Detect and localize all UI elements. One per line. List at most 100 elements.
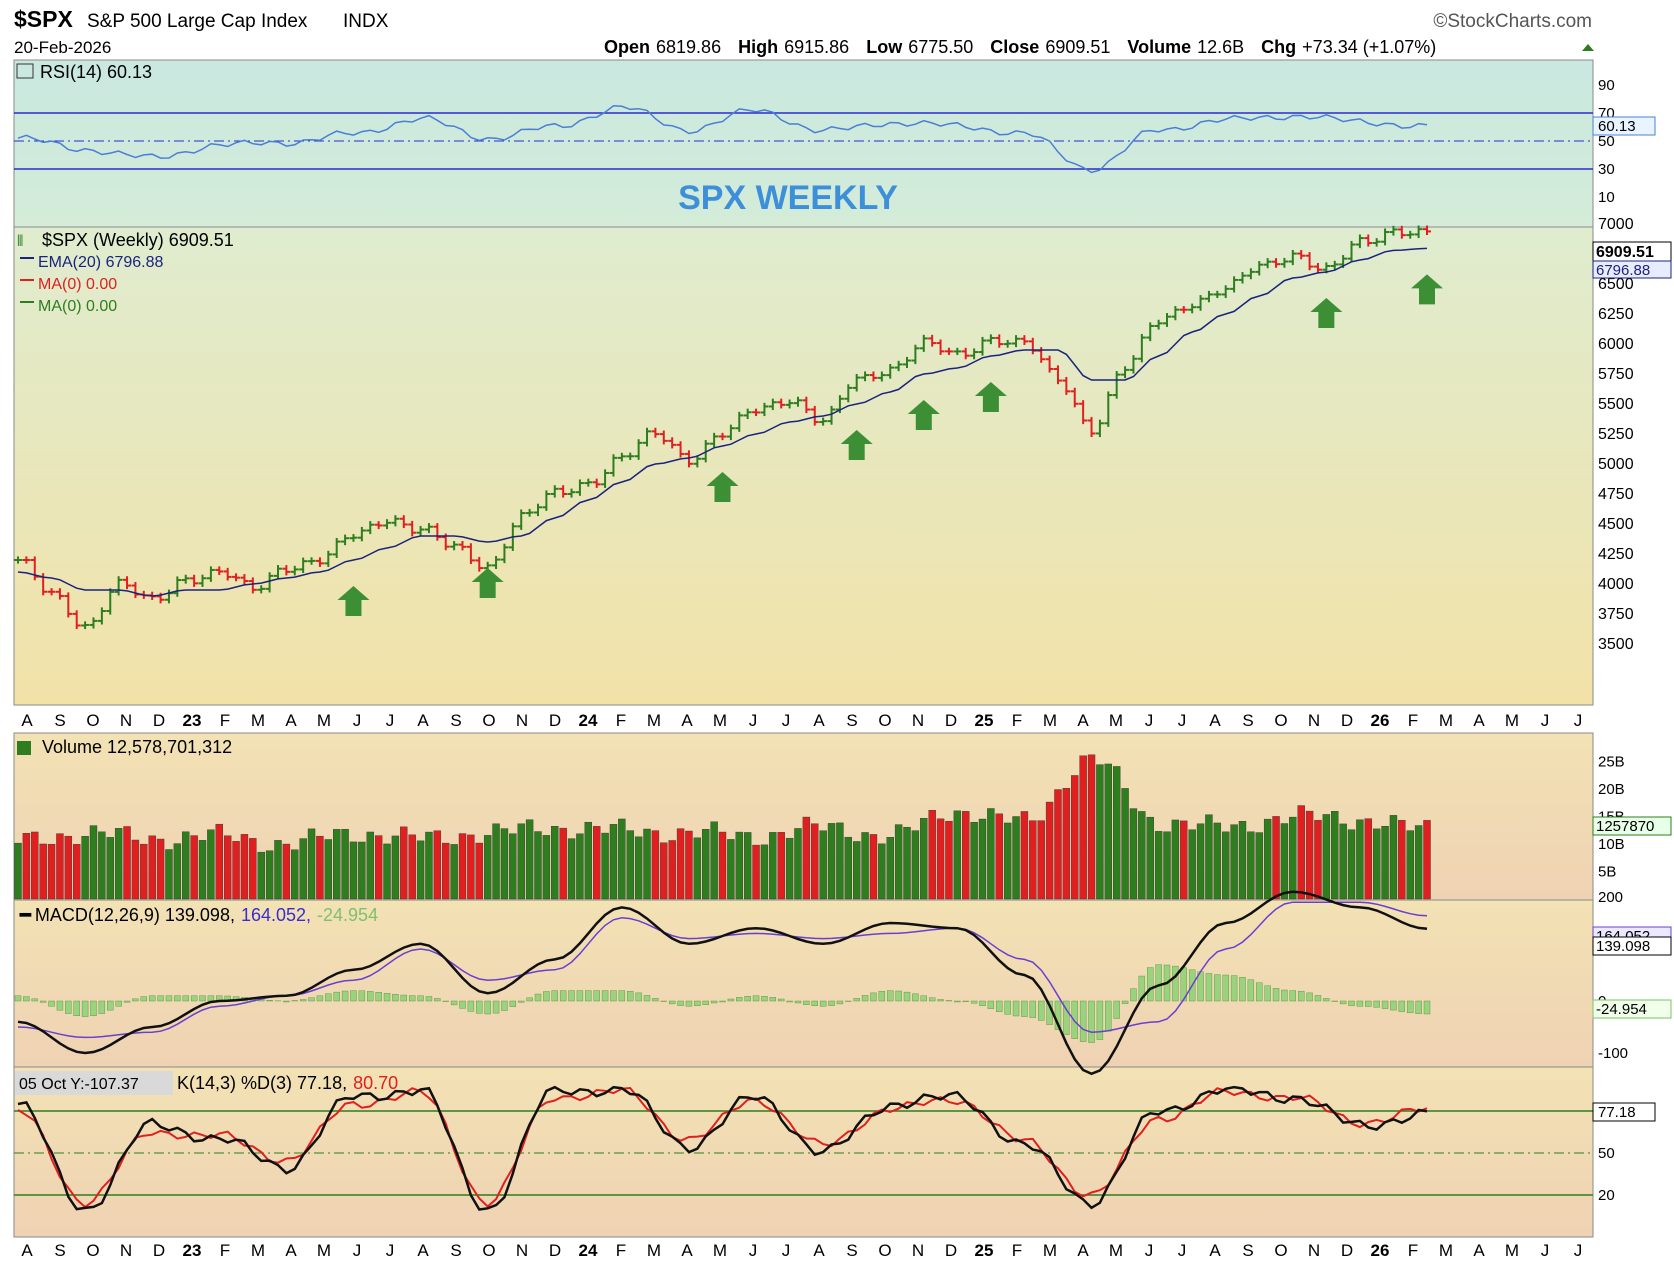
price-bar [584, 478, 593, 487]
price-bar [676, 441, 685, 458]
volume-bar [39, 843, 47, 900]
volume-bar [509, 833, 517, 900]
macd-hist-bar [593, 990, 600, 1002]
volume-bar [207, 829, 215, 900]
macd-hist-bar [551, 990, 558, 1002]
volume-bar [626, 830, 634, 900]
macd-hist-bar [1079, 1000, 1087, 1042]
macd-hist-bar [459, 1000, 466, 1009]
x-tick-label: N [1308, 1241, 1320, 1260]
x-tick-label: A [1473, 711, 1485, 730]
x-tick-label: N [912, 1241, 924, 1260]
macd-hist-bar [132, 998, 139, 1002]
price-bar [450, 541, 459, 551]
price-bar [1313, 262, 1322, 274]
x-tick-label: D [1341, 711, 1353, 730]
volume-bar [1020, 811, 1029, 900]
volume-bar [1171, 819, 1180, 900]
rsi-tick-label: 90 [1598, 77, 1615, 94]
price-bar [777, 398, 786, 409]
price-bar [617, 452, 626, 462]
macd-hist-bar [627, 990, 634, 1002]
volume-bar [1213, 822, 1222, 900]
macd-hist-bar [31, 998, 38, 1002]
x-tick-label: A [1209, 1241, 1221, 1260]
price-tick-label: 6500 [1598, 276, 1634, 293]
macd-hist-bar [400, 994, 407, 1002]
macd-hist-bar [1264, 985, 1271, 1002]
macd-hist-bar [450, 1000, 458, 1006]
price-bar [1003, 339, 1012, 348]
macd-axis: 2001000-100 [1598, 889, 1628, 1062]
volume-bar [483, 835, 492, 900]
macd-histogram [14, 964, 1431, 1043]
x-tick-label: A [1209, 711, 1221, 730]
volume-bar [760, 844, 769, 900]
volume-bar [735, 831, 743, 900]
volume-bar [517, 823, 525, 900]
volume-bar [794, 828, 802, 900]
volume-bar [265, 850, 274, 900]
volume-bar [47, 844, 56, 900]
price-last-close: 6909.51 [1596, 244, 1654, 261]
macd-hist-bar [73, 1000, 80, 1017]
rsi-tick-label: 50 [1598, 133, 1615, 150]
macd-hist-bar [375, 992, 382, 1002]
macd-hist-bar [878, 990, 886, 1002]
volume-bar [1364, 818, 1372, 900]
macd-hist-bar [367, 991, 374, 1002]
price-bar [995, 334, 1004, 348]
macd-hist-bar [920, 995, 927, 1002]
macd-hist-bar [1121, 1000, 1129, 1004]
price-bar [1272, 258, 1281, 268]
macd-hist-bar [1088, 1000, 1095, 1043]
macd-hist-bar [1348, 1000, 1355, 1006]
x-tick-label: M [317, 711, 331, 730]
price-bar [14, 556, 22, 564]
price-bar [575, 479, 584, 496]
volume-bar [1297, 805, 1305, 900]
x-tick-label: J [1145, 1241, 1154, 1260]
price-bar [1171, 306, 1180, 321]
price-bar [651, 427, 660, 438]
volume-bar [1230, 824, 1238, 900]
macd-hist-bar [786, 1000, 793, 1003]
macd-hist-bar [601, 990, 609, 1002]
price-tick-label: 3750 [1598, 606, 1634, 623]
volume-bar [743, 832, 752, 900]
price-bar [458, 541, 467, 551]
x-tick-label: 24 [579, 711, 598, 730]
price-bar [72, 610, 81, 630]
macd-hist-bar [677, 1000, 684, 1006]
volume-bar [458, 833, 467, 900]
x-tick-label: J [749, 711, 758, 730]
macd-hist-bar [618, 990, 626, 1002]
volume-bar [1154, 831, 1163, 900]
macd-hist-bar [1272, 988, 1280, 1002]
volume-bar [693, 837, 702, 900]
x-tick-label: A [1077, 711, 1089, 730]
volume-bar [1222, 831, 1230, 900]
price-bar [1221, 285, 1230, 299]
x-tick-label: O [86, 711, 99, 730]
volume-bar [962, 811, 970, 900]
volume-bar [1012, 816, 1020, 900]
volume-bar [769, 832, 777, 900]
macd-hist-bar [887, 990, 894, 1002]
price-bar [894, 360, 903, 372]
volume-bar [1079, 755, 1087, 900]
date: 20-Feb-2026 [14, 38, 111, 57]
macd-hist-bar [383, 993, 391, 1002]
price-bar [852, 373, 861, 392]
price-bar [408, 520, 417, 537]
up-arrow-icon [1310, 298, 1343, 328]
price-tick-label: 5500 [1598, 396, 1634, 413]
legend-spx: $SPX (Weekly) 6909.51 [42, 230, 234, 250]
price-bar [374, 521, 383, 530]
x-tick-label: N [120, 1241, 132, 1260]
legend-ma-red: MA(0) 0.00 [38, 276, 117, 293]
macd-hist-bar [190, 995, 198, 1002]
volume-bar [416, 840, 425, 900]
